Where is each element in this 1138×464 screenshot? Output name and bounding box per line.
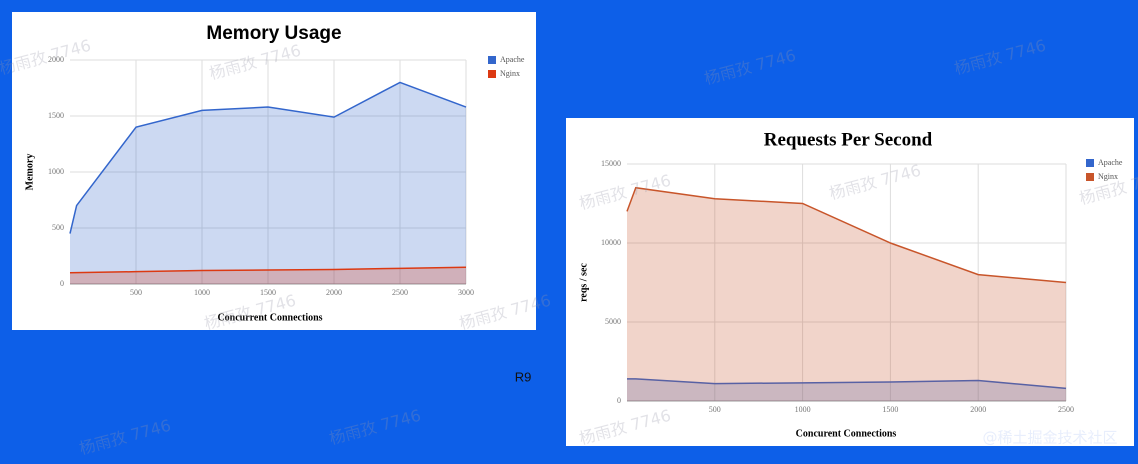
y-tick-label: 1500	[48, 111, 64, 120]
legend-label: Apache	[500, 55, 525, 64]
y-tick-label: 1000	[48, 167, 64, 176]
y-tick-label: 15000	[601, 159, 621, 168]
chart-card	[12, 12, 536, 330]
legend-swatch	[488, 70, 496, 78]
legend-swatch	[488, 56, 496, 64]
slide-label: R9	[515, 369, 532, 384]
chart-title: Memory Usage	[206, 23, 341, 44]
y-tick-label: 0	[617, 396, 621, 405]
area	[627, 378, 1066, 401]
legend-label: Nginx	[500, 69, 520, 78]
area	[627, 187, 1066, 401]
x-tick-label: 2000	[970, 405, 986, 414]
y-tick-label: 10000	[601, 238, 621, 247]
x-tick-label: 1000	[194, 288, 210, 297]
x-tick-label: 500	[709, 405, 721, 414]
chart-title: Requests Per Second	[764, 129, 933, 150]
x-axis-label: Concurent Connections	[796, 428, 897, 439]
x-tick-label: 2500	[392, 288, 408, 297]
y-tick-label: 5000	[605, 317, 621, 326]
x-tick-label: 1500	[882, 405, 898, 414]
y-axis-label: reqs / sec	[578, 263, 589, 302]
x-tick-label: 1500	[260, 288, 276, 297]
chart-card	[566, 118, 1134, 446]
y-tick-label: 2000	[48, 55, 64, 64]
x-tick-label: 2500	[1058, 405, 1074, 414]
x-tick-label: 500	[130, 288, 142, 297]
x-tick-label: 1000	[795, 405, 811, 414]
legend-swatch	[1086, 159, 1094, 167]
legend-label: Nginx	[1098, 172, 1118, 181]
y-tick-label: 0	[60, 279, 64, 288]
legend-swatch	[1086, 173, 1094, 181]
credit: @稀土掘金技术社区	[982, 429, 1117, 447]
y-tick-label: 500	[52, 223, 64, 232]
y-axis-label: Memory	[24, 154, 35, 191]
line	[627, 378, 1067, 390]
x-tick-label: 2000	[326, 288, 342, 297]
line	[69, 266, 467, 274]
chart: Memory Usage 0 500 1000 1500 2000 500 1000 1500 2…	[24, 23, 525, 323]
line	[626, 186, 1067, 284]
x-axis-label: Concurrent Connections	[217, 312, 322, 323]
chart: Requests Per Second 0 5000 10000 15000 500 100…	[578, 129, 1123, 439]
x-tick-label: 3000	[458, 288, 474, 297]
area	[70, 82, 466, 285]
legend-label: Apache	[1098, 158, 1123, 167]
line	[69, 81, 467, 234]
